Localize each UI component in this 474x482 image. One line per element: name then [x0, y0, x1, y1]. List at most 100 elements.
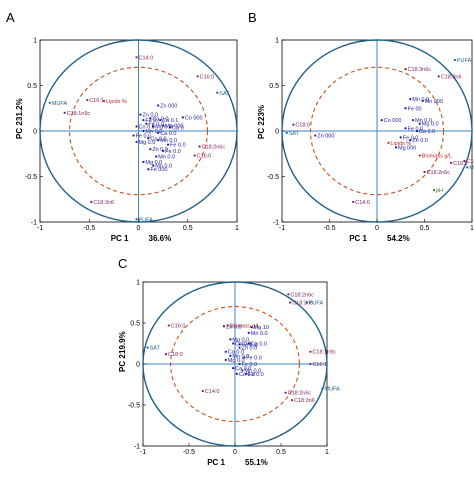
loading-label: Ca 0.1 [162, 118, 178, 124]
loading-point [229, 354, 232, 357]
x-tick-label: -0.5 [183, 449, 195, 456]
loading-point [247, 342, 250, 345]
loading-point [287, 293, 290, 296]
y-tick-label: 0 [33, 129, 37, 136]
loading-label: C18:2n6c [290, 292, 314, 298]
loading-point [198, 145, 201, 148]
loading-point [244, 372, 248, 375]
x-tick-label: -1 [279, 225, 285, 232]
loading-point [309, 362, 312, 366]
x-tick-label: 0.5 [276, 449, 286, 456]
loading-point [241, 369, 244, 372]
loading-label: MUFA [324, 387, 340, 393]
loading-point [421, 99, 424, 103]
loading-point [387, 141, 390, 144]
loading-label: C18:0 [295, 123, 310, 129]
loading-point [409, 98, 412, 101]
loading-point [142, 129, 145, 133]
y-tick-label: 0 [275, 129, 279, 136]
y-tick-label: -0.5 [267, 174, 279, 181]
loading-label: PUFA [457, 58, 472, 64]
loading-point [404, 68, 407, 71]
loading-label: Fe 000 [150, 167, 167, 173]
loading-point [48, 101, 51, 104]
loading-label: C16:1 [453, 161, 468, 167]
loading-point [135, 140, 138, 144]
loading-point [247, 331, 250, 334]
loading-point [415, 129, 418, 133]
loading-label: Ca 0.0 [251, 342, 267, 348]
loading-label: C16:0 [197, 154, 212, 160]
loading-point [238, 346, 241, 349]
y-tick-label: -0.5 [25, 174, 37, 181]
loading-point [166, 143, 170, 146]
loading-point [167, 324, 170, 327]
loading-label: SAT [150, 346, 161, 352]
loading-point [63, 111, 66, 114]
loading-label: C18:1n9c [312, 350, 336, 356]
loading-point [305, 301, 308, 304]
loading-label: Fe 0 [145, 118, 156, 124]
x-tick-label: -0.5 [83, 225, 95, 232]
loading-point [152, 125, 155, 128]
loading-point [250, 326, 253, 329]
loading-label: Ca 0 [172, 125, 184, 131]
loading-label: C16:0 [171, 323, 186, 329]
loading-label: Mg 0.0 [422, 122, 439, 128]
loading-point [404, 127, 407, 130]
loading-label: C16:1 [89, 98, 104, 104]
loading-point [159, 118, 162, 122]
loading-label: C14:0 [355, 200, 370, 206]
y-axis-variance: 19.9% [118, 331, 127, 354]
y-tick-label: 0.5 [269, 83, 279, 90]
loading-point [453, 58, 456, 62]
loading-label: C18:3n6 [93, 200, 114, 206]
x-tick-label: -0.5 [323, 225, 335, 232]
loading-point [132, 134, 135, 137]
loading-point [142, 118, 145, 122]
panel-letter-b: B [248, 10, 257, 25]
loading-point [243, 356, 246, 359]
panel-letter-a: A [6, 10, 15, 25]
loading-label: Mn 000 [425, 99, 443, 105]
x-axis-title: PC 1 [349, 234, 367, 243]
loading-label: C14:0 [139, 55, 154, 61]
loading-label: Co 000 [185, 115, 203, 121]
x-tick-label: -1 [37, 225, 43, 232]
loading-point [226, 324, 229, 327]
loading-point [292, 123, 295, 126]
y-tick-label: 0 [136, 362, 140, 369]
loading-label: C16:0 [200, 74, 215, 80]
loading-point [135, 125, 138, 128]
pca-panel-b: -1 -0.5 0 0.5 1 -1 -0.5 0 0.5 1 PC 1 54.2% PC 223% PU… [257, 38, 474, 244]
loading-label: MUFA [52, 101, 68, 107]
loading-label: Mg 0.0 [232, 337, 249, 343]
loading-point [157, 131, 160, 134]
loading-point [149, 117, 152, 120]
loading-point [162, 124, 165, 127]
loading-point [285, 131, 288, 134]
loading-point [284, 391, 287, 394]
x-tick-label: 0.5 [420, 225, 430, 232]
loading-label: Ca 0.0 [160, 131, 176, 137]
loading-point [157, 104, 160, 107]
loading-label: Mg 10 [254, 325, 269, 331]
loading-point [152, 164, 155, 167]
loading-label: PUFA [309, 301, 324, 307]
loading-label: Mn 0.0 [232, 354, 249, 360]
x-tick-label: 0 [375, 225, 379, 232]
loading-point [232, 367, 235, 370]
loading-label: Co 0.0 [139, 124, 155, 130]
loading-point [145, 122, 148, 125]
loading-point [162, 149, 165, 153]
loading-label: C18:2n6c [288, 391, 312, 397]
y-tick-label: -1 [31, 220, 37, 227]
loading-label: SAT [289, 131, 300, 137]
loading-label: C18:1n9c [466, 159, 474, 165]
loading-label: Zn 000 [317, 134, 334, 140]
loading-point [201, 389, 204, 393]
y-axis-title: PC 2 [15, 121, 24, 139]
loading-label: Mn 0.0 [155, 164, 172, 170]
loading-point [86, 98, 89, 102]
